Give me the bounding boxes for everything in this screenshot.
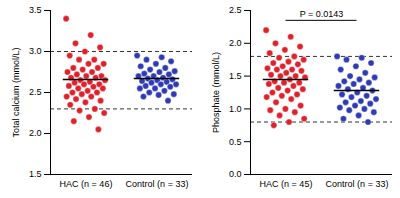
svg-text:Phosphate (mmol/L): Phosphate (mmol/L) — [211, 52, 221, 133]
svg-text:1.0: 1.0 — [229, 104, 242, 114]
svg-text:2.5: 2.5 — [29, 87, 42, 97]
svg-text:Total calcium (mmol/L): Total calcium (mmol/L) — [11, 47, 21, 137]
svg-text:2.0: 2.0 — [29, 128, 42, 138]
svg-text:1.5: 1.5 — [29, 169, 42, 179]
svg-text:P = 0.0143: P = 0.0143 — [300, 9, 344, 19]
svg-text:3.0: 3.0 — [29, 46, 42, 56]
svg-text:HAC (n = 46): HAC (n = 46) — [60, 179, 113, 189]
svg-text:2.5: 2.5 — [229, 5, 242, 15]
svg-text:2.0: 2.0 — [229, 38, 242, 48]
svg-text:0.5: 0.5 — [229, 137, 242, 147]
svg-text:Control (n = 33): Control (n = 33) — [126, 179, 189, 189]
svg-text:1.5: 1.5 — [229, 71, 242, 81]
svg-text:3.5: 3.5 — [29, 5, 42, 15]
svg-text:HAC (n = 45): HAC (n = 45) — [260, 179, 313, 189]
svg-text:Control (n = 33): Control (n = 33) — [326, 179, 389, 189]
svg-text:0.0: 0.0 — [229, 169, 242, 179]
